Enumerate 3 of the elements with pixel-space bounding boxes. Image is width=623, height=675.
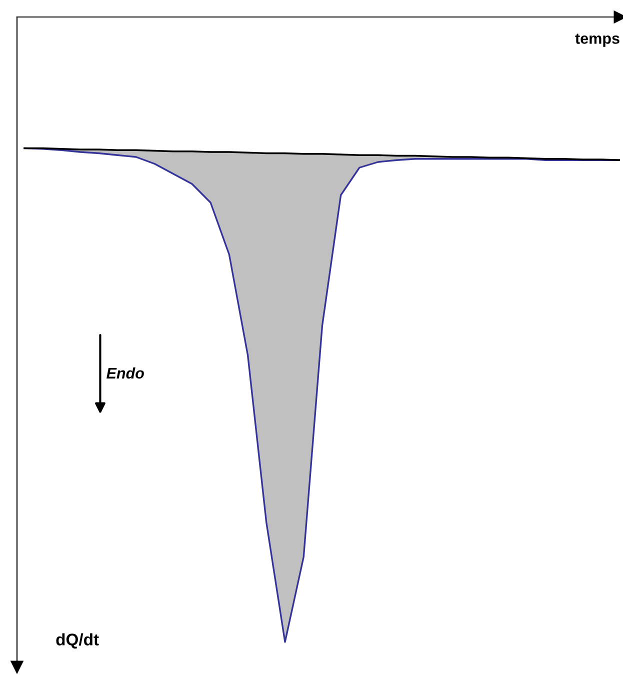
x-axis-title: temps	[575, 34, 620, 47]
annotation: Endo	[106, 367, 144, 379]
y-axis-title: dQ/dt	[56, 633, 99, 649]
